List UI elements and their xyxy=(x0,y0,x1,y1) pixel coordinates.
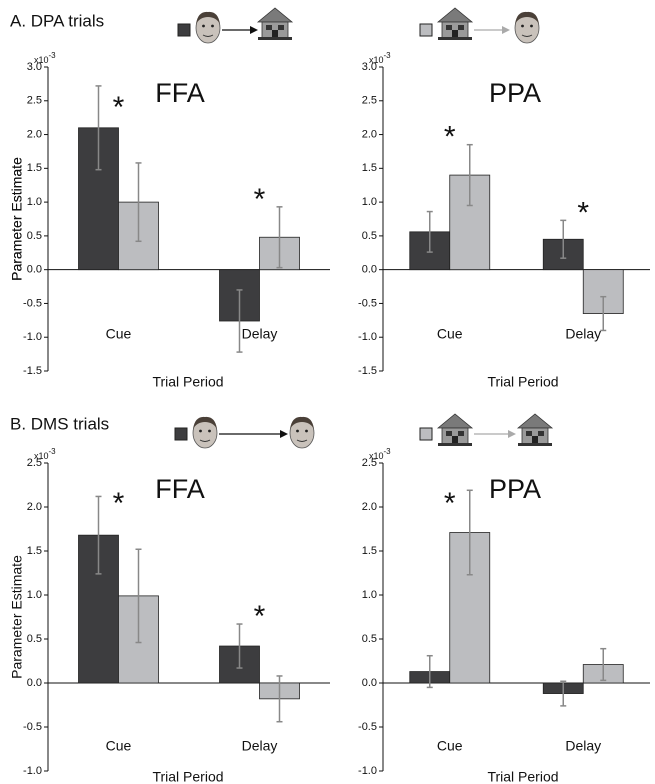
x-axis-label: Trial Period xyxy=(487,769,558,784)
multiplier-base: x10 xyxy=(369,55,384,65)
y-tick-label: 1.0 xyxy=(362,589,377,601)
y-tick-label: 0.0 xyxy=(27,264,42,276)
error-bar xyxy=(236,623,243,669)
error-bar xyxy=(466,143,473,207)
axis-multiplier: x10-3 xyxy=(369,447,391,461)
x-tick-label: Cue xyxy=(106,738,132,754)
error-bar xyxy=(426,654,433,689)
axis-multiplier: x10-3 xyxy=(369,51,391,65)
x-tick-label: Cue xyxy=(437,738,463,754)
y-tick-label: 1.0 xyxy=(27,589,42,601)
error-bar xyxy=(135,548,142,644)
y-tick-label: 1.0 xyxy=(27,196,42,208)
legend-icon-b2 xyxy=(419,413,553,447)
y-axis-label: Parameter Estimate xyxy=(9,555,25,679)
legend-icon-a2 xyxy=(419,7,540,44)
y-tick-label: -1.0 xyxy=(358,765,377,777)
error-bar xyxy=(95,495,102,575)
x-tick-label: Delay xyxy=(565,326,601,342)
section-title: A. DPA trials xyxy=(10,11,104,30)
axis-multiplier: x10-3 xyxy=(34,447,56,461)
y-tick-label: 2.5 xyxy=(27,95,42,107)
error-bar xyxy=(560,680,567,707)
x-tick-label: Delay xyxy=(242,326,278,342)
axis-multiplier: x10-3 xyxy=(34,51,56,65)
y-tick-label: 2.5 xyxy=(27,457,42,469)
y-tick-label: -0.5 xyxy=(358,297,377,309)
error-bar xyxy=(466,489,473,576)
y-tick-label: 1.5 xyxy=(362,162,377,174)
error-bar xyxy=(600,295,607,332)
significance-marker: * xyxy=(113,487,125,520)
error-bar xyxy=(135,162,142,243)
y-tick-label: -1.5 xyxy=(358,365,377,377)
y-tick-label: 0.5 xyxy=(27,230,42,242)
significance-marker: * xyxy=(577,196,589,229)
chart-title: FFA xyxy=(155,474,205,504)
y-tick-label: 1.5 xyxy=(362,545,377,557)
x-tick-label: Delay xyxy=(242,738,278,754)
x-axis-label: Trial Period xyxy=(152,374,223,390)
error-bar xyxy=(236,289,243,353)
multiplier-base: x10 xyxy=(369,451,384,461)
x-tick-label: Cue xyxy=(437,326,463,342)
multiplier-exponent: -3 xyxy=(49,51,57,60)
error-bar xyxy=(600,647,607,682)
y-tick-label: -0.5 xyxy=(358,721,377,733)
y-tick-label: -0.5 xyxy=(23,297,42,309)
x-axis-label: Trial Period xyxy=(152,769,223,784)
y-tick-label: -1.0 xyxy=(23,765,42,777)
y-tick-label: 1.0 xyxy=(362,196,377,208)
y-tick-label: 1.5 xyxy=(27,545,42,557)
legend-icon-a1 xyxy=(177,7,293,44)
significance-marker: * xyxy=(254,600,266,633)
y-tick-label: 3.0 xyxy=(362,61,377,73)
section-title: B. DMS trials xyxy=(10,414,109,433)
multiplier-exponent: -3 xyxy=(384,447,392,456)
y-axis-label: Parameter Estimate xyxy=(9,157,25,281)
error-bar xyxy=(95,85,102,171)
y-tick-label: -1.0 xyxy=(358,331,377,343)
y-tick-label: 3.0 xyxy=(27,61,42,73)
significance-marker: * xyxy=(444,487,456,520)
multiplier-exponent: -3 xyxy=(49,447,57,456)
x-tick-label: Cue xyxy=(106,326,132,342)
error-bar xyxy=(276,206,283,269)
y-tick-label: 0.0 xyxy=(27,677,42,689)
y-tick-label: 2.5 xyxy=(362,457,377,469)
multiplier-base: x10 xyxy=(34,55,49,65)
y-tick-label: -1.5 xyxy=(23,365,42,377)
y-tick-label: 1.5 xyxy=(27,162,42,174)
multiplier-base: x10 xyxy=(34,451,49,461)
y-tick-label: 0.5 xyxy=(362,230,377,242)
error-bar xyxy=(426,210,433,253)
y-tick-label: 2.0 xyxy=(27,128,42,140)
y-tick-label: 2.0 xyxy=(27,501,42,513)
y-tick-label: 2.0 xyxy=(362,128,377,140)
x-axis-label: Trial Period xyxy=(487,374,558,390)
error-bar xyxy=(560,219,567,259)
error-bar xyxy=(276,675,283,723)
multiplier-exponent: -3 xyxy=(384,51,392,60)
chart-title: PPA xyxy=(489,474,541,504)
legend-icon-b1 xyxy=(174,416,315,449)
y-tick-label: -1.0 xyxy=(23,331,42,343)
chart-title: FFA xyxy=(155,78,205,108)
y-tick-label: 0.5 xyxy=(27,633,42,645)
y-tick-label: 2.0 xyxy=(362,501,377,513)
y-axis-label: Parameter Estimate xyxy=(9,157,25,281)
y-tick-label: 0.0 xyxy=(362,677,377,689)
y-tick-label: 2.5 xyxy=(362,95,377,107)
significance-marker: * xyxy=(444,121,456,154)
significance-marker: * xyxy=(254,183,266,216)
x-tick-label: Delay xyxy=(565,738,601,754)
y-tick-label: 0.5 xyxy=(362,633,377,645)
y-tick-label: -0.5 xyxy=(23,721,42,733)
significance-marker: * xyxy=(113,91,125,124)
y-tick-label: 0.0 xyxy=(362,264,377,276)
chart-title: PPA xyxy=(489,78,541,108)
